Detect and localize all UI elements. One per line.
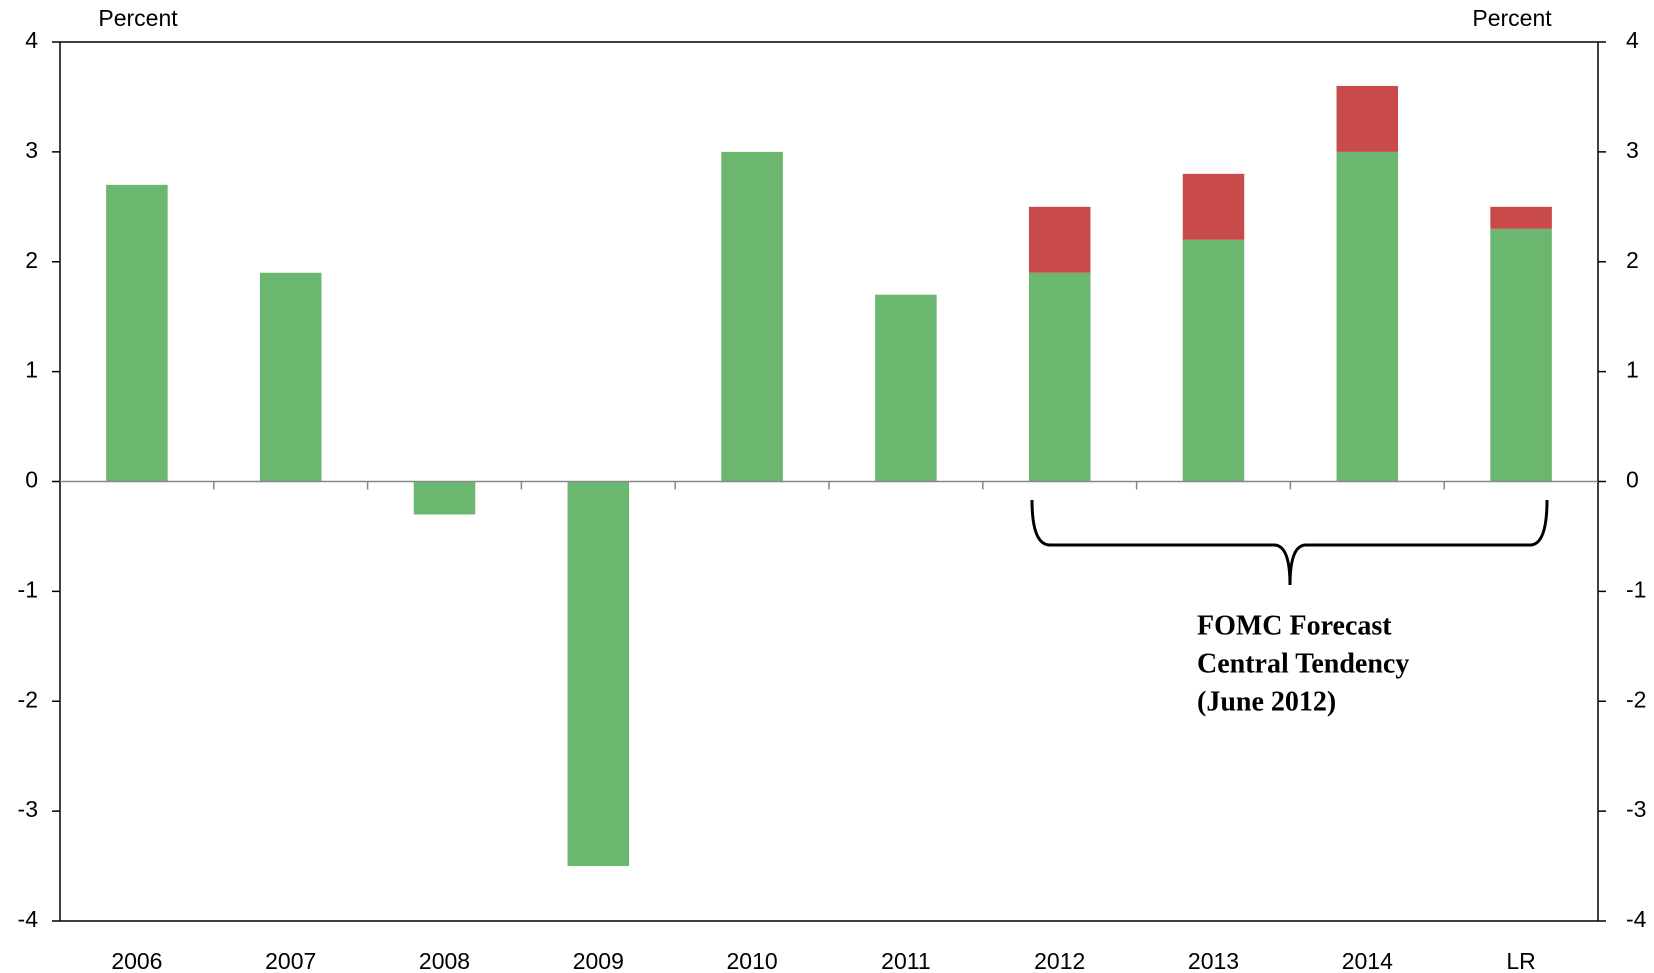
bar <box>1182 239 1245 482</box>
x-tick-label: 2006 <box>111 948 162 973</box>
y2-tick-label: -1 <box>1626 576 1646 602</box>
bar <box>721 151 783 482</box>
annotation: Central Tendency <box>1197 648 1409 679</box>
bar <box>875 294 937 482</box>
bar <box>567 481 630 867</box>
x-tick-label: 2010 <box>727 948 778 973</box>
y-tick-label: -3 <box>18 796 38 822</box>
y-tick-label: -4 <box>18 906 39 932</box>
y2-tick-label: -4 <box>1626 906 1647 932</box>
y-tick-label: 3 <box>25 137 38 163</box>
annotation: (June 2012) <box>1197 686 1336 717</box>
y2-tick-label: 0 <box>1626 467 1639 493</box>
y2-tick-label: -3 <box>1626 796 1646 822</box>
bar <box>1336 85 1399 152</box>
y-tick-label: 1 <box>25 357 38 383</box>
x-tick-label: LR <box>1506 948 1535 973</box>
y-tick-label: -2 <box>18 686 38 712</box>
y-tick-label: 2 <box>25 247 38 273</box>
y2-tick-label: 1 <box>1626 357 1639 383</box>
annotation: FOMC Forecast <box>1197 610 1392 641</box>
bar <box>1182 173 1245 240</box>
y-axis-label: Percent <box>98 5 178 31</box>
x-tick-label: 2008 <box>419 948 470 973</box>
x-tick-label: 2014 <box>1342 948 1393 973</box>
x-tick-label: 2011 <box>881 948 930 973</box>
y2-axis-label: Percent <box>1472 5 1552 31</box>
y-tick-label: -1 <box>18 576 38 602</box>
y-tick-label: 4 <box>25 27 38 53</box>
bar <box>259 272 322 482</box>
forecast-brace <box>1030 499 1549 586</box>
x-tick-label: 2012 <box>1034 948 1085 973</box>
y-tick-label: 0 <box>25 467 38 493</box>
bar <box>1490 206 1552 229</box>
bar <box>1336 151 1399 482</box>
y2-tick-label: 4 <box>1626 27 1639 53</box>
x-tick-label: 2009 <box>573 948 624 973</box>
y2-tick-label: 3 <box>1626 137 1639 163</box>
bar <box>413 481 476 515</box>
x-tick-label: 2007 <box>265 948 316 973</box>
bar <box>1490 228 1552 482</box>
y2-tick-label: -2 <box>1626 686 1646 712</box>
bar <box>106 184 168 482</box>
x-tick-label: 2013 <box>1188 948 1239 973</box>
bar <box>1028 206 1091 273</box>
y2-tick-label: 2 <box>1626 247 1639 273</box>
bar <box>1028 272 1091 482</box>
